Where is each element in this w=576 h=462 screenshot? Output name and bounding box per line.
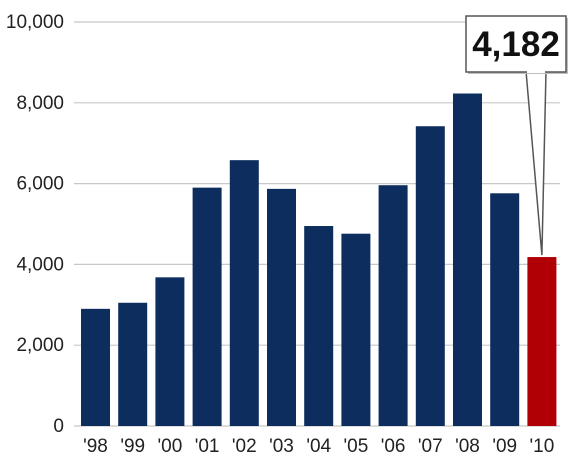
callout-box bbox=[465, 15, 567, 73]
x-tick-label: '02 bbox=[232, 436, 257, 457]
y-tick-label: 8,000 bbox=[16, 93, 64, 114]
x-tick-label: '09 bbox=[492, 436, 517, 457]
callout-value: 4,182 bbox=[472, 25, 560, 64]
bar bbox=[229, 160, 259, 426]
y-tick-label: 4,000 bbox=[16, 254, 64, 275]
x-tick-label: '00 bbox=[158, 436, 183, 457]
y-tick-label: 10,000 bbox=[6, 12, 64, 33]
x-tick-label: '99 bbox=[120, 436, 145, 457]
x-tick-label: '03 bbox=[269, 436, 294, 457]
x-tick-label: '01 bbox=[195, 436, 220, 457]
bar bbox=[453, 93, 482, 427]
bars bbox=[81, 93, 557, 427]
y-tick-label: 0 bbox=[53, 416, 64, 437]
x-tick-label: '07 bbox=[418, 436, 443, 457]
bar bbox=[341, 233, 371, 426]
bar bbox=[415, 126, 445, 427]
y-axis-ticks: 0 2,000 4,000 6,000 8,000 10,000 bbox=[6, 12, 64, 437]
bar bbox=[267, 188, 296, 426]
bar bbox=[192, 187, 222, 426]
x-tick-label: '04 bbox=[306, 436, 331, 457]
x-tick-label: '05 bbox=[344, 436, 369, 457]
bar bbox=[304, 226, 334, 426]
value-callout: 4,182 bbox=[465, 15, 568, 256]
x-tick-label: '08 bbox=[455, 436, 480, 457]
y-tick-label: 2,000 bbox=[16, 335, 64, 356]
bar bbox=[81, 308, 110, 426]
bar bbox=[490, 193, 520, 426]
bar bbox=[155, 277, 185, 426]
x-tick-label: '10 bbox=[530, 436, 555, 457]
y-tick-label: 6,000 bbox=[16, 174, 64, 195]
x-tick-label: '06 bbox=[381, 436, 406, 457]
bar bbox=[118, 302, 148, 426]
bar bbox=[378, 185, 408, 426]
x-axis-ticks: '98 '99 '00 '01 '02 '03 '04 '05 '06 '07 '08 '09 '10 bbox=[83, 436, 554, 457]
callout-pointer bbox=[525, 70, 547, 256]
highlight-bar bbox=[527, 257, 557, 426]
x-tick-label: '98 bbox=[83, 436, 108, 457]
